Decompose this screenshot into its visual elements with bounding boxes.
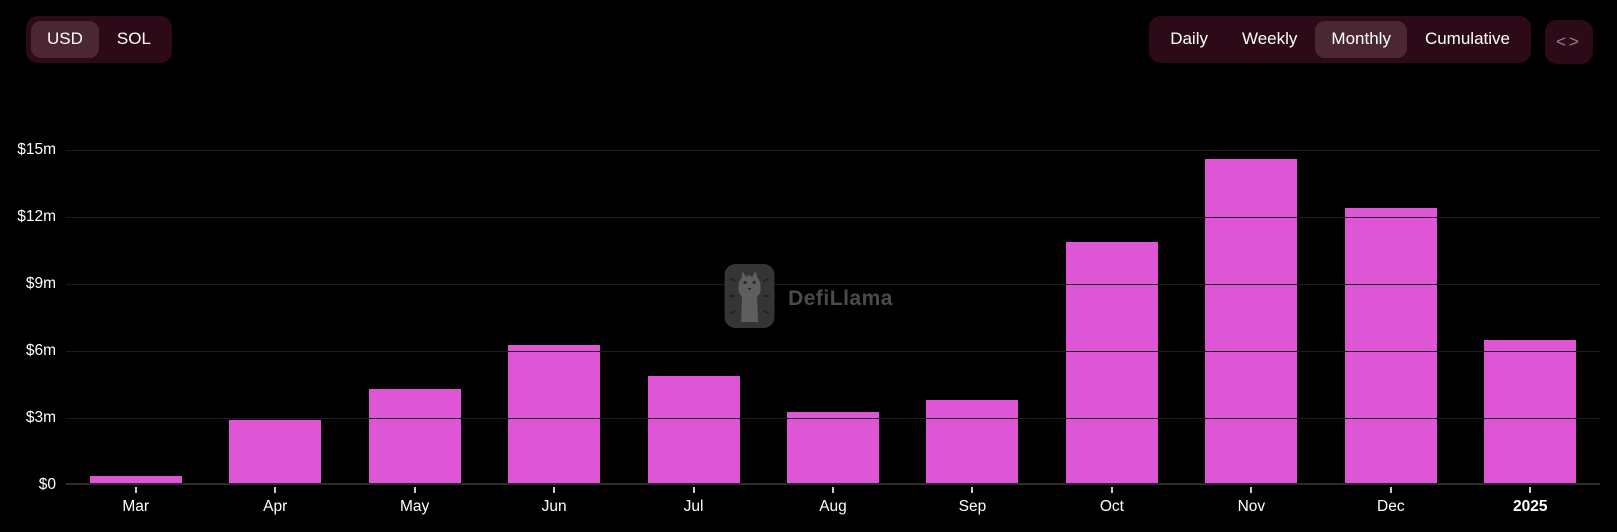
x-slot: Jun (484, 487, 623, 516)
bar-slot (1042, 150, 1181, 483)
x-tick (692, 487, 695, 493)
x-slot: May (345, 487, 484, 516)
bar-slot (624, 150, 763, 483)
x-axis-row: Mar Apr May Jun Jul Aug Sep Oct Nov Dec 2025 (66, 487, 1600, 516)
bar-2025[interactable] (1484, 340, 1577, 483)
x-slot: Oct (1042, 487, 1181, 516)
x-tick (1389, 487, 1392, 493)
currency-option-sol[interactable]: SOL (101, 21, 167, 58)
x-axis-label: Nov (1237, 498, 1266, 515)
x-slot: 2025 (1461, 487, 1600, 516)
x-axis-label: Oct (1099, 498, 1124, 515)
gridline (66, 284, 1600, 285)
x-axis-label: Aug (819, 498, 847, 515)
bar-slot (484, 150, 623, 483)
gridline (66, 217, 1600, 218)
bar-sep[interactable] (926, 400, 1019, 483)
x-slot: Jul (624, 487, 763, 516)
bar-slot (1321, 150, 1460, 483)
currency-option-usd[interactable]: USD (31, 21, 99, 58)
bar-nov[interactable] (1205, 159, 1298, 483)
bar-slot (1461, 150, 1600, 483)
bar-mar[interactable] (89, 476, 182, 483)
currency-toggle-group: USD SOL (26, 16, 172, 63)
x-axis-label: Apr (263, 498, 288, 515)
interval-option-cumulative[interactable]: Cumulative (1409, 21, 1526, 58)
bars-row (66, 150, 1600, 483)
bar-jul[interactable] (647, 375, 740, 483)
x-tick (1529, 487, 1532, 493)
x-tick (413, 487, 416, 493)
x-axis-label: Sep (958, 498, 987, 515)
x-axis-label: Mar (122, 498, 150, 515)
bar-aug[interactable] (786, 411, 879, 483)
x-axis-label: 2025 (1513, 498, 1548, 515)
gridline (66, 418, 1600, 419)
x-axis-label: May (399, 498, 430, 515)
bar-slot (205, 150, 344, 483)
bar-slot (66, 150, 205, 483)
x-slot: Dec (1321, 487, 1460, 516)
y-axis-label: $3m (25, 409, 56, 426)
x-slot: Sep (903, 487, 1042, 516)
x-tick (831, 487, 834, 493)
plot-wrap: Mar Apr May Jun Jul Aug Sep Oct Nov Dec 2025 (66, 150, 1600, 515)
plot-area (66, 150, 1600, 485)
x-tick (1250, 487, 1253, 493)
x-axis-label: Jun (541, 498, 567, 515)
interval-option-daily[interactable]: Daily (1154, 21, 1224, 58)
bar-slot (763, 150, 902, 483)
x-axis-label: Jul (683, 498, 704, 515)
x-tick (134, 487, 137, 493)
x-tick (971, 487, 974, 493)
x-tick (553, 487, 556, 493)
bar-slot (1182, 150, 1321, 483)
y-axis-label: $12m (17, 208, 56, 225)
embed-code-button[interactable]: <> (1545, 20, 1593, 64)
y-axis: $15m $12m $9m $6m $3m $0 (0, 141, 56, 493)
bar-jun[interactable] (508, 344, 601, 483)
gridline (66, 351, 1600, 352)
y-axis-label: $6m (25, 342, 56, 359)
y-axis-label: $0 (38, 476, 56, 493)
bar-apr[interactable] (229, 420, 322, 483)
x-slot: Apr (205, 487, 344, 516)
gridline (66, 150, 1600, 151)
interval-toggle-group: Daily Weekly Monthly Cumulative (1149, 16, 1531, 63)
y-axis-label: $15m (17, 141, 56, 158)
bar-slot (903, 150, 1042, 483)
x-slot: Aug (763, 487, 902, 516)
bar-dec[interactable] (1344, 208, 1437, 483)
x-slot: Mar (66, 487, 205, 516)
y-axis-label: $9m (25, 275, 56, 292)
interval-option-weekly[interactable]: Weekly (1226, 21, 1313, 58)
code-icon: <> (1556, 32, 1582, 51)
x-tick (1110, 487, 1113, 493)
x-axis-label: Dec (1377, 498, 1405, 515)
bar-oct[interactable] (1065, 241, 1158, 483)
x-slot: Nov (1182, 487, 1321, 516)
bar-may[interactable] (368, 389, 461, 483)
interval-option-monthly[interactable]: Monthly (1315, 21, 1407, 58)
bar-slot (345, 150, 484, 483)
x-tick (274, 487, 277, 493)
